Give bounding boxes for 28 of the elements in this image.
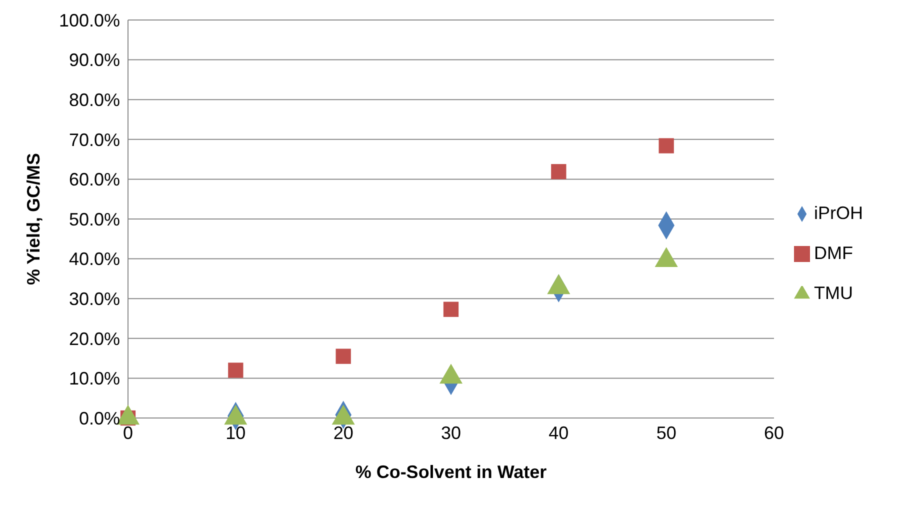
y-tick-label: 0.0% [78, 408, 120, 428]
legend-label: DMF [814, 243, 853, 263]
y-axis-title: % Yield, GC/MS [23, 152, 44, 286]
y-tick-label: 90.0% [68, 50, 120, 70]
y-tick-label: 30.0% [68, 288, 120, 309]
x-tick-label: 30 [440, 422, 462, 443]
point [336, 348, 351, 364]
legend-label: TMU [814, 283, 853, 303]
point [658, 138, 674, 154]
y-tick-label: 20.0% [68, 328, 120, 349]
x-tick-label: 0 [122, 422, 134, 443]
y-tick-label: 80.0% [68, 90, 120, 110]
point [443, 302, 459, 317]
x-tick-label: 20 [333, 422, 354, 443]
y-tick-label: 50.0% [68, 209, 120, 230]
point [551, 164, 566, 180]
x-axis-title: % Co-Solvent in Water [355, 462, 547, 482]
x-tick-label: 10 [226, 422, 246, 443]
x-tick-label: 50 [656, 422, 676, 443]
point [228, 362, 244, 378]
y-tick-label: 70.0% [68, 130, 120, 150]
y-tick-label: 60.0% [68, 170, 120, 190]
x-tick-label: 40 [548, 422, 569, 443]
y-tick-label: 40.0% [68, 249, 120, 270]
x-tick-label: 60 [764, 422, 784, 443]
y-tick-label: 10.0% [68, 368, 120, 389]
legend-label: iPrOH [814, 203, 863, 223]
y-tick-label: 100.0% [58, 10, 120, 30]
